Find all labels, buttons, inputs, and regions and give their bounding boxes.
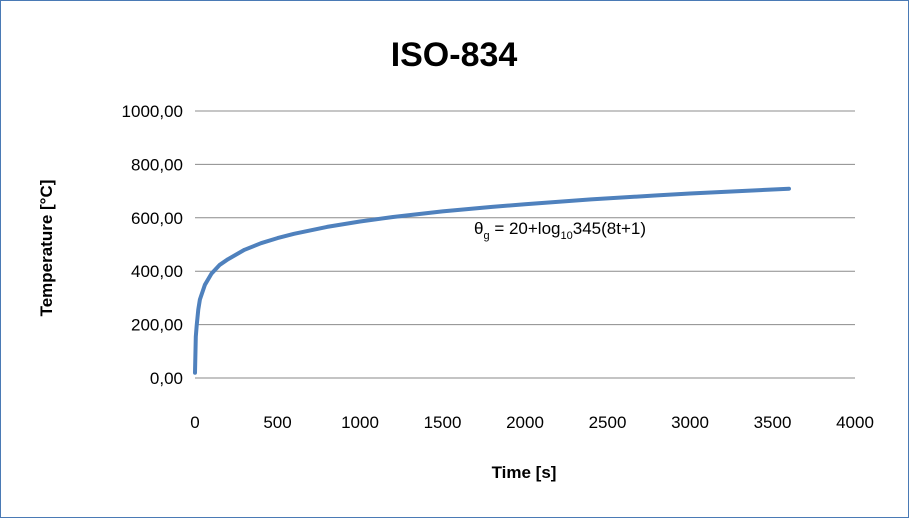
x-tick-label: 0 [190,413,199,432]
series-group [193,186,791,375]
x-tick-label: 1000 [341,413,379,432]
y-tick-label: 800,00 [131,155,183,174]
formula-rest: 345(8t+1) [573,219,646,238]
formula-eq: = 20+log [490,219,561,238]
grid-lines [195,110,855,326]
x-tick-label: 3000 [671,413,709,432]
x-tick-label: 1500 [424,413,462,432]
y-tick-label: 1000,00 [122,102,183,121]
formula-log-sub: 10 [561,230,573,242]
y-tick-label: 0,00 [150,369,183,388]
x-axis-title: Time [s] [492,463,557,482]
y-tick-label: 200,00 [131,316,183,335]
x-tick-labels: 0 500 1000 1500 2000 2500 3000 3500 4000 [190,413,874,432]
x-tick-label: 2000 [506,413,544,432]
chart-title: ISO-834 [391,36,518,74]
series-line [193,186,791,375]
x-tick-label: 2500 [589,413,627,432]
y-axis-title: Temperature [°C] [37,180,56,317]
formula-theta: θ [474,219,483,238]
x-tick-label: 4000 [836,413,874,432]
y-tick-label: 400,00 [131,262,183,281]
formula-annotation: θg = 20+log10345(8t+1) [474,219,646,242]
y-tick-labels: 0,00 200,00 400,00 600,00 800,00 1000,00 [122,102,183,388]
x-tick-label: 500 [263,413,291,432]
x-tick-label: 3500 [754,413,792,432]
formula-theta-sub: g [483,230,489,242]
y-tick-label: 600,00 [131,209,183,228]
